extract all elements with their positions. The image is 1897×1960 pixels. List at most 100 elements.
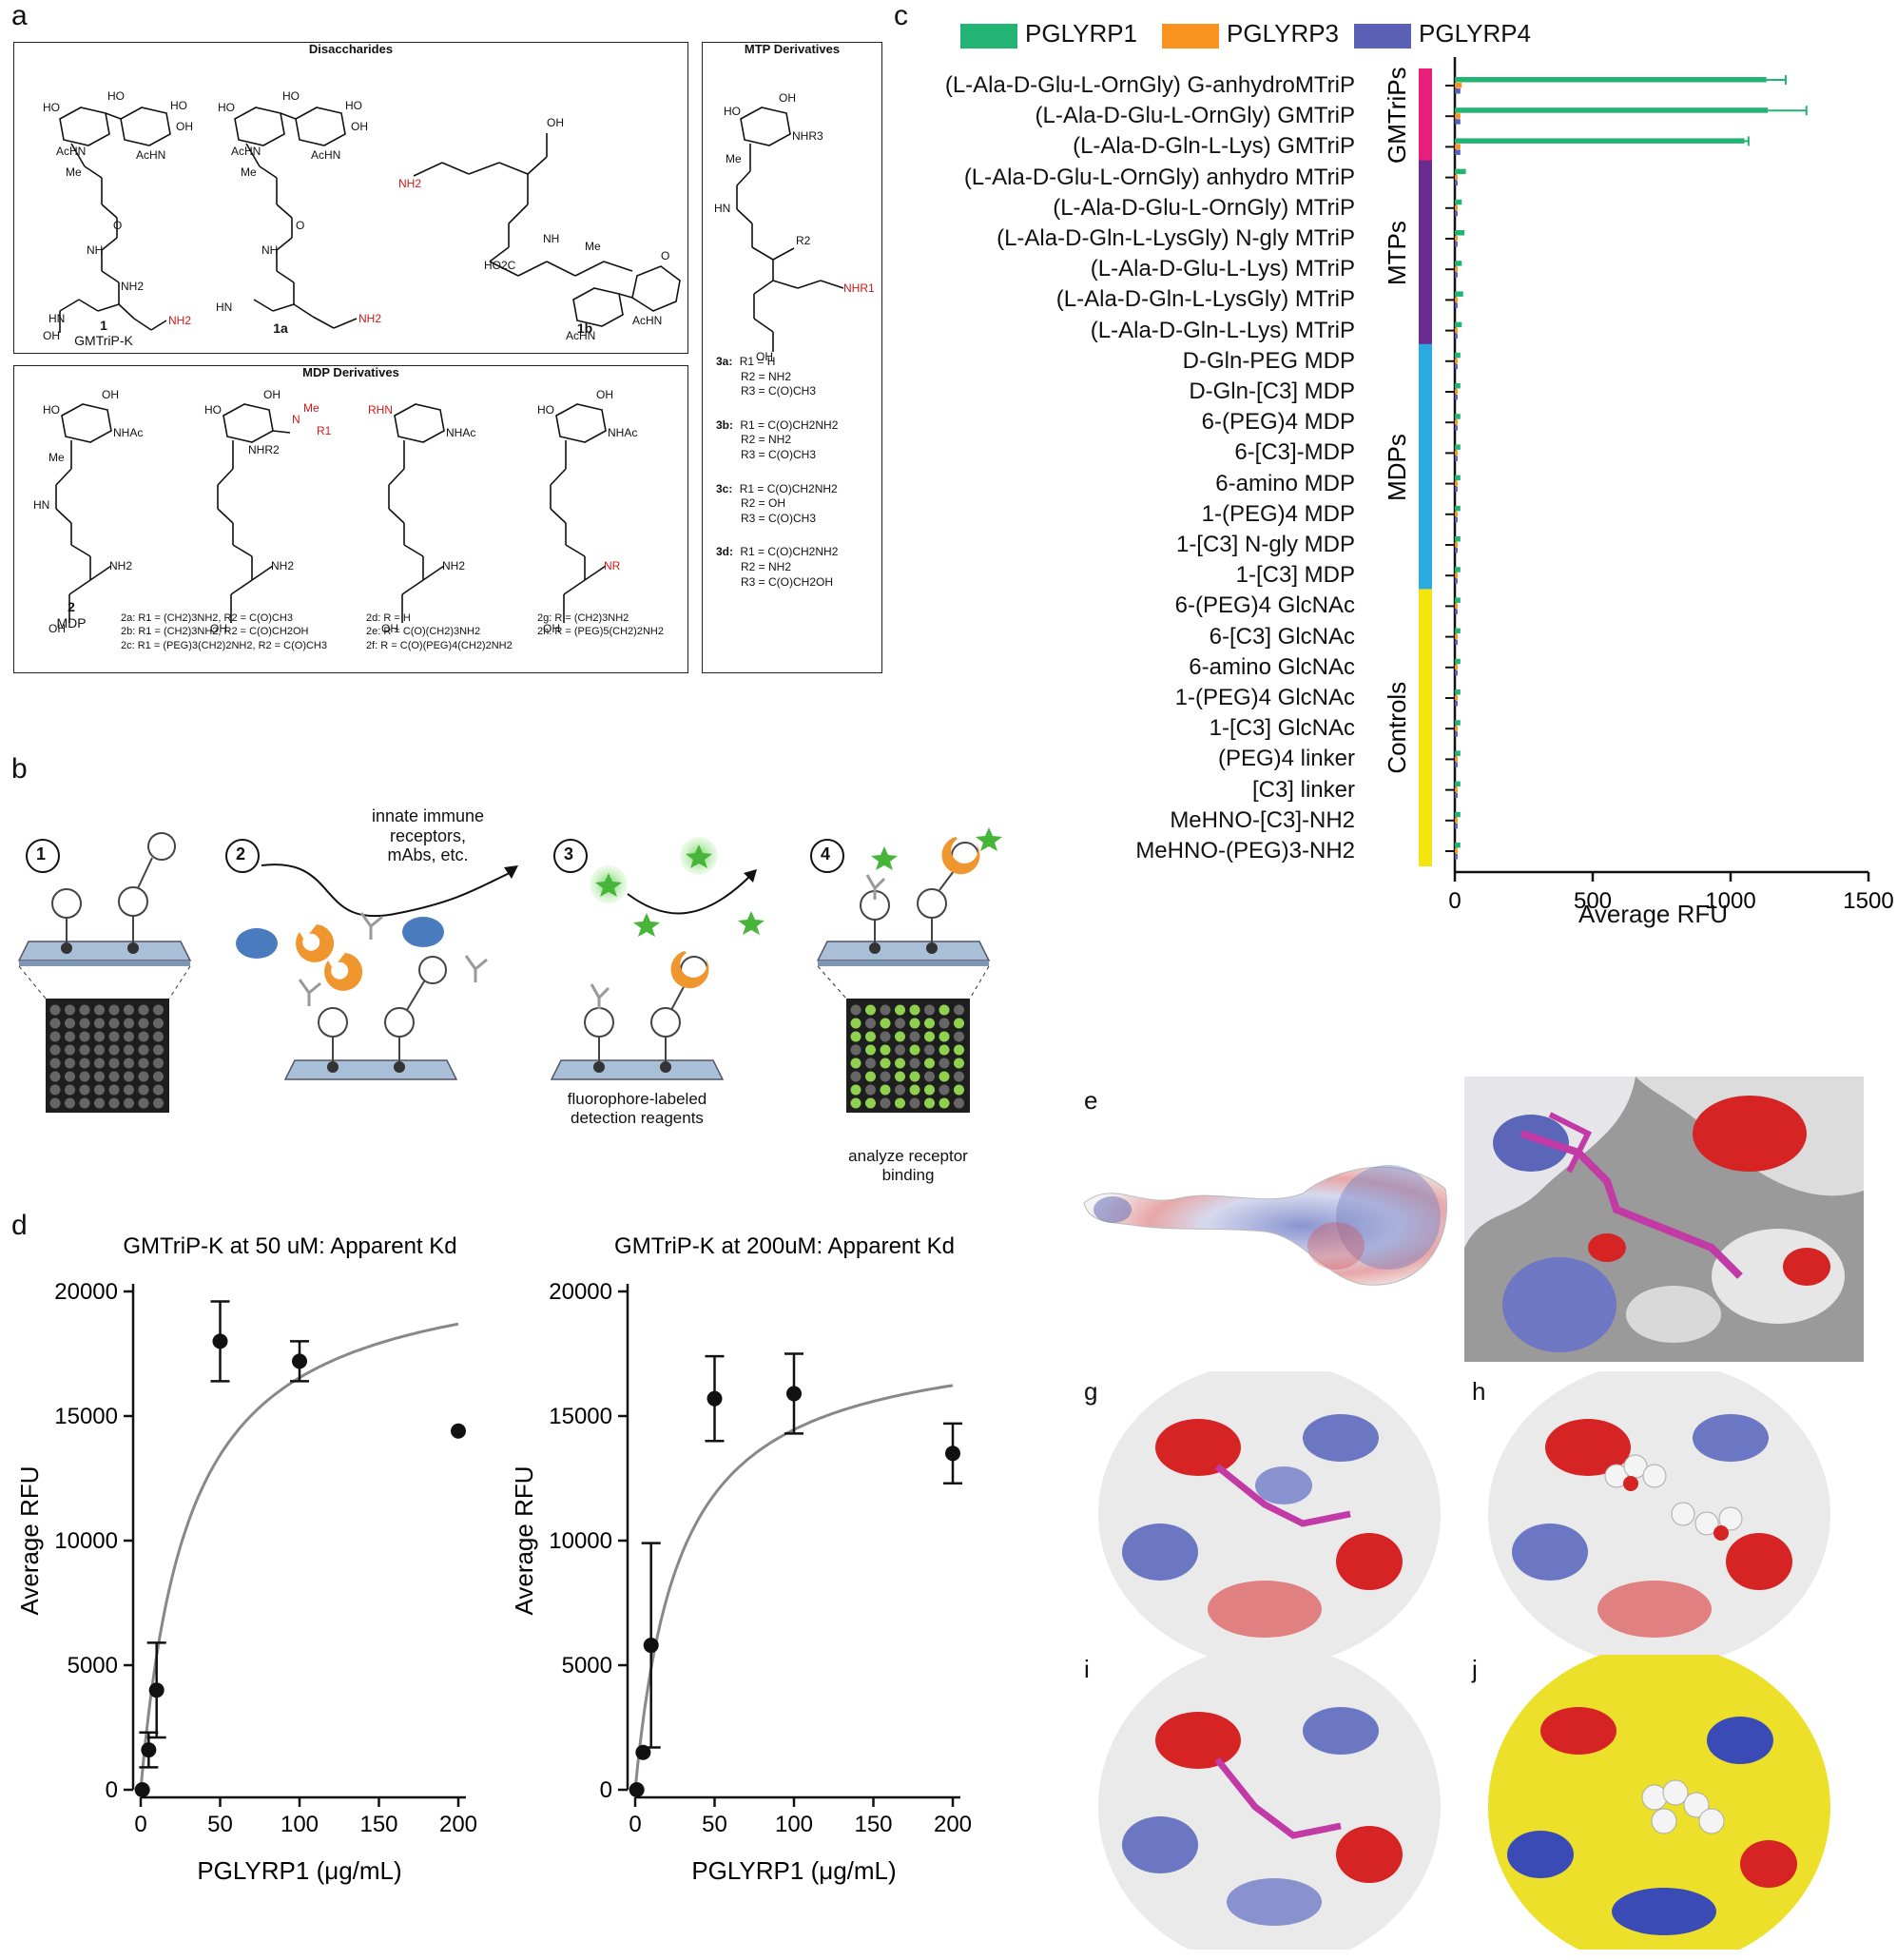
- array-well: [138, 1044, 149, 1056]
- array-well: [880, 1097, 891, 1109]
- group-bar-mtps: [1419, 160, 1432, 346]
- step3-number: 3: [564, 844, 574, 864]
- step1-number: 1: [36, 844, 47, 864]
- array-well: [865, 1018, 876, 1029]
- array-well: [880, 1004, 891, 1016]
- x-tick-label: 150: [359, 1812, 397, 1837]
- svg-text:NH2: NH2: [442, 559, 465, 572]
- cpd1-number: 1: [100, 318, 107, 333]
- bar-category-label: (L-Ala-D-Glu-L-Lys) MTriP: [1090, 256, 1355, 282]
- mdp-entry-2d: 2d: R = H: [366, 612, 411, 624]
- bar-pglyrp1: [1455, 475, 1461, 481]
- array-well: [49, 1058, 61, 1069]
- svg-text:O: O: [296, 219, 304, 232]
- array-well: [850, 1018, 861, 1029]
- svg-text:OH: OH: [102, 388, 119, 401]
- panel-letter-e: e: [1084, 1086, 1098, 1115]
- panel-letter-h: h: [1472, 1377, 1486, 1406]
- bar-pglyrp4: [1455, 609, 1458, 614]
- svg-text:AcHN: AcHN: [136, 148, 165, 162]
- svg-text:AcHN: AcHN: [56, 145, 86, 158]
- bar-pglyrp3: [1455, 786, 1458, 793]
- array-well: [79, 1084, 90, 1096]
- array-well: [65, 1058, 75, 1069]
- array-well: [108, 1097, 120, 1109]
- mdp-entry-2c: 2c: R1 = (PEG)3(CH2)2NH2, R2 = C(O)CH3: [121, 639, 327, 651]
- svg-text:NH2: NH2: [398, 177, 421, 190]
- bar-pglyrp4: [1455, 762, 1458, 767]
- bar-pglyrp3: [1455, 327, 1458, 334]
- mdp-derivatives-box: MDP Derivatives: [13, 365, 688, 673]
- disaccharides-box: Disaccharides: [13, 42, 688, 354]
- array-well: [94, 1084, 105, 1096]
- array-well: [939, 1004, 950, 1016]
- bar-pglyrp4: [1455, 180, 1458, 186]
- bar-pglyrp3: [1455, 389, 1458, 395]
- protein-surface-h: [1488, 1371, 1830, 1657]
- array-well: [65, 1071, 75, 1082]
- bar-category-label: (L-Ala-D-Gln-L-Lys) GMTriP: [1073, 133, 1355, 160]
- svg-text:OH: OH: [547, 116, 564, 129]
- svg-text:Me: Me: [48, 451, 65, 464]
- bar-pglyrp4: [1455, 854, 1458, 860]
- bar-pglyrp3: [1455, 297, 1458, 302]
- legend-label-pglyrp4: PGLYRP4: [1419, 19, 1532, 48]
- data-point: [134, 1782, 150, 1797]
- array-well: [124, 1031, 134, 1042]
- bar-category-label: 1-(PEG)4 MDP: [1201, 500, 1355, 527]
- bar-pglyrp1: [1455, 138, 1745, 144]
- y-tick-label: 20000: [549, 1279, 612, 1305]
- bar-pglyrp4: [1455, 395, 1458, 400]
- step2-arrow: [261, 864, 514, 918]
- array-well: [94, 1058, 105, 1069]
- svg-text:HO: HO: [218, 101, 235, 114]
- bar-pglyrp1: [1455, 628, 1461, 634]
- array-well: [79, 1097, 90, 1109]
- array-well: [850, 1004, 861, 1016]
- mtp-entry-3b: 3b: R1 = C(O)CH2NH2 R2 = NH2 R3 = C(O)CH…: [716, 417, 839, 461]
- bar-category-label: 6-(PEG)4 MDP: [1201, 409, 1355, 436]
- svg-text:NH: NH: [87, 243, 103, 257]
- array-well: [49, 1004, 61, 1016]
- array-well: [94, 1018, 105, 1029]
- svg-text:OH: OH: [43, 329, 60, 342]
- array-well: [895, 1031, 905, 1042]
- bar-pglyrp3: [1455, 144, 1461, 149]
- fit-curve: [633, 1384, 954, 1791]
- array-well: [895, 1084, 905, 1096]
- step1-slide: [17, 832, 192, 1113]
- array-well: [138, 1031, 149, 1042]
- svg-text:O: O: [661, 249, 669, 262]
- array-well: [865, 1044, 876, 1056]
- cpd1b-number: 1b: [576, 320, 593, 336]
- bar-pglyrp3: [1455, 204, 1458, 211]
- svg-text:NH2: NH2: [358, 312, 381, 325]
- mdp-entry-2b: 2b: R1 = (CH2)3NH2, R2 = C(O)CH2OH: [121, 626, 309, 638]
- bar-pglyrp4: [1455, 823, 1458, 829]
- svg-text:HN: HN: [714, 202, 730, 215]
- data-point: [786, 1386, 802, 1402]
- x-tick-label: 0: [1448, 888, 1461, 914]
- bar-category-label: 1-[C3] GlcNAc: [1209, 715, 1355, 742]
- kd-plot-200uM: GMTriP-K at 200uM: Apparent Kd 0 5000 10000…: [510, 1233, 972, 1885]
- array-well: [939, 1071, 950, 1082]
- array-well: [65, 1044, 75, 1056]
- array-well: [94, 1097, 105, 1109]
- array-well: [909, 1031, 920, 1042]
- svg-text:HN: HN: [33, 498, 49, 512]
- array-well: [153, 1004, 164, 1016]
- array-well: [138, 1058, 149, 1069]
- bar-pglyrp1: [1455, 811, 1461, 818]
- bar-pglyrp1: [1455, 505, 1461, 512]
- bar-category-label: 6-[C3] GlcNAc: [1209, 623, 1355, 650]
- y-axis-label: Average RFU: [15, 1465, 44, 1615]
- y-axis-label: Average RFU: [510, 1465, 538, 1615]
- array-well: [65, 1097, 75, 1109]
- svg-text:O: O: [113, 219, 122, 232]
- array-well: [850, 1044, 861, 1056]
- y-tick-label: 0: [106, 1777, 118, 1803]
- array-well: [895, 1058, 905, 1069]
- protein-surface-j: [1488, 1655, 1830, 1950]
- array-well: [94, 1031, 105, 1042]
- array-well: [909, 1058, 920, 1069]
